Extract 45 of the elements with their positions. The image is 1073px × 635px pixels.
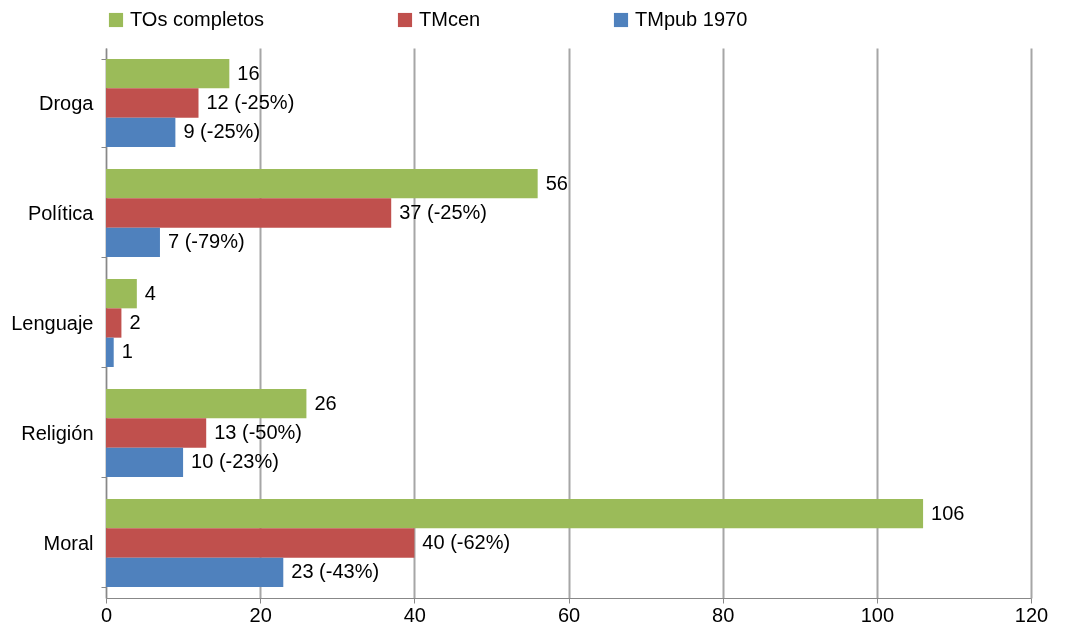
bar <box>106 389 307 419</box>
data-label: 12 (-25%) <box>206 91 295 113</box>
bar <box>106 117 176 147</box>
x-tick-label: 0 <box>100 603 113 626</box>
data-label: 23 (-43%) <box>291 560 380 583</box>
bar <box>106 308 122 338</box>
bar <box>106 337 114 367</box>
data-label: 2 <box>129 311 141 333</box>
legend-label: TMcen <box>419 8 481 30</box>
data-label: 26 <box>314 391 337 414</box>
x-tick-label: 100 <box>860 603 895 626</box>
bar <box>106 169 538 199</box>
y-tick-label: Política <box>27 201 95 224</box>
bar <box>106 418 207 448</box>
data-label: 9 (-25%) <box>183 120 261 143</box>
data-label: 106 <box>931 501 965 524</box>
bar <box>106 447 184 477</box>
y-tick-label: Religión <box>21 421 94 444</box>
x-tick-label: 60 <box>557 603 581 626</box>
y-tick-label: Lenguaje <box>11 311 94 334</box>
x-tick-label: 80 <box>712 603 735 626</box>
y-tick-label: Droga <box>39 91 95 114</box>
data-label: 4 <box>144 281 156 304</box>
x-tick-label: 120 <box>1014 603 1049 626</box>
bar <box>106 557 284 587</box>
bar <box>106 227 160 257</box>
bar <box>106 528 415 558</box>
y-tick-label: Moral <box>43 531 94 554</box>
bar <box>106 279 137 309</box>
data-label: 37 (-25%) <box>399 201 488 223</box>
bar <box>106 59 230 89</box>
legend-label: TOs completos <box>130 8 265 30</box>
data-label: 40 (-62%) <box>422 531 511 553</box>
bar <box>106 88 199 118</box>
data-label: 10 (-23%) <box>191 450 279 473</box>
data-label: 56 <box>545 171 568 194</box>
bar <box>106 198 392 228</box>
legend-label: TMpub 1970 <box>635 8 748 30</box>
x-tick-label: 40 <box>403 603 426 626</box>
data-label: 16 <box>237 61 260 84</box>
x-tick-label: 20 <box>249 603 272 626</box>
bar <box>106 499 924 529</box>
data-label: 13 (-50%) <box>214 421 303 443</box>
data-label: 7 (-79%) <box>167 230 245 253</box>
data-label: 1 <box>121 340 133 363</box>
